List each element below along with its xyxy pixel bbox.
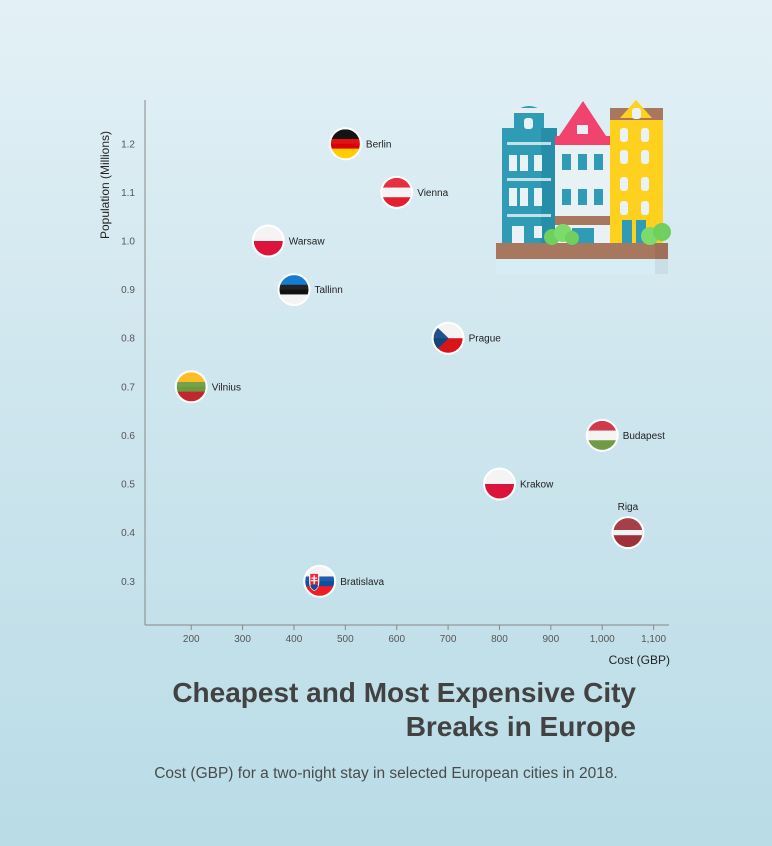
flag-poland-icon [253,226,283,256]
flag-slovakia-icon [305,566,335,596]
flag-latvia-icon [613,518,643,548]
point-vilnius: Vilnius [174,370,241,404]
point-krakow: Krakow [483,467,554,501]
point-label: Berlin [366,139,392,150]
x-tick-label: 1,100 [641,634,666,645]
x-tick-label: 600 [388,634,405,645]
point-riga: Riga [611,502,645,550]
chart-axes: 200 300 400 500 600 700 800 900 1,000 1,100 0.3 0.4… [121,100,669,645]
point-label: Bratislava [340,577,384,588]
flag-poland-icon [485,469,514,499]
y-tick-label: 0.3 [121,577,135,588]
x-tick-label: 300 [234,634,251,645]
chart-points: Berlin Vienna Warsaw Tallinn Prague Vilnius Bu… [174,127,665,598]
flag-estonia-icon [279,275,309,305]
chart-axis-labels: Cost (GBP) Population (Millions) [98,131,670,667]
flag-lithuania-icon [176,372,206,402]
point-label: Vienna [417,188,448,199]
scatter-chart: 200 300 400 500 600 700 800 900 1,000 1,100 0.3 0.4… [98,100,671,667]
point-prague: Prague [431,321,502,355]
x-tick-label: 1,000 [590,634,615,645]
x-tick-label: 200 [183,634,200,645]
point-bratislava: Bratislava [303,564,385,598]
y-axis-label: Population (Millions) [98,131,112,239]
point-label: Tallinn [315,285,343,296]
flag-czech-republic-icon [433,323,463,353]
y-tick-label: 1.1 [121,188,135,199]
flag-austria-icon [382,177,412,207]
chart-subtitle: Cost (GBP) for a two-night stay in selec… [154,765,618,782]
point-berlin: Berlin [328,127,392,161]
point-label: Vilnius [212,382,241,393]
y-tick-label: 1.0 [121,236,135,247]
point-label: Budapest [623,431,665,442]
x-tick-label: 900 [542,634,559,645]
point-vienna: Vienna [380,175,449,209]
point-label: Krakow [520,480,554,491]
x-axis-label: Cost (GBP) [609,653,670,667]
point-tallinn: Tallinn [277,273,343,307]
x-tick-label: 800 [491,634,508,645]
chart-title: Cheapest and Most Expensive City Breaks … [172,677,636,742]
flag-germany-icon [330,129,360,159]
y-tick-label: 0.6 [121,431,135,442]
point-warsaw: Warsaw [251,224,326,258]
y-tick-label: 0.9 [121,285,135,296]
x-tick-label: 400 [286,634,303,645]
x-tick-label: 700 [440,634,457,645]
y-tick-label: 1.2 [121,139,135,150]
y-tick-label: 0.8 [121,334,135,345]
houses-illustration-icon [496,100,671,274]
x-tick-label: 500 [337,634,354,645]
point-label: Riga [618,502,639,513]
y-tick-label: 0.4 [121,528,135,539]
point-label: Prague [469,334,502,345]
point-label: Warsaw [289,237,326,248]
flag-hungary-icon [587,420,617,450]
point-budapest: Budapest [585,418,665,452]
y-tick-label: 0.5 [121,480,135,491]
y-tick-label: 0.7 [121,382,135,393]
